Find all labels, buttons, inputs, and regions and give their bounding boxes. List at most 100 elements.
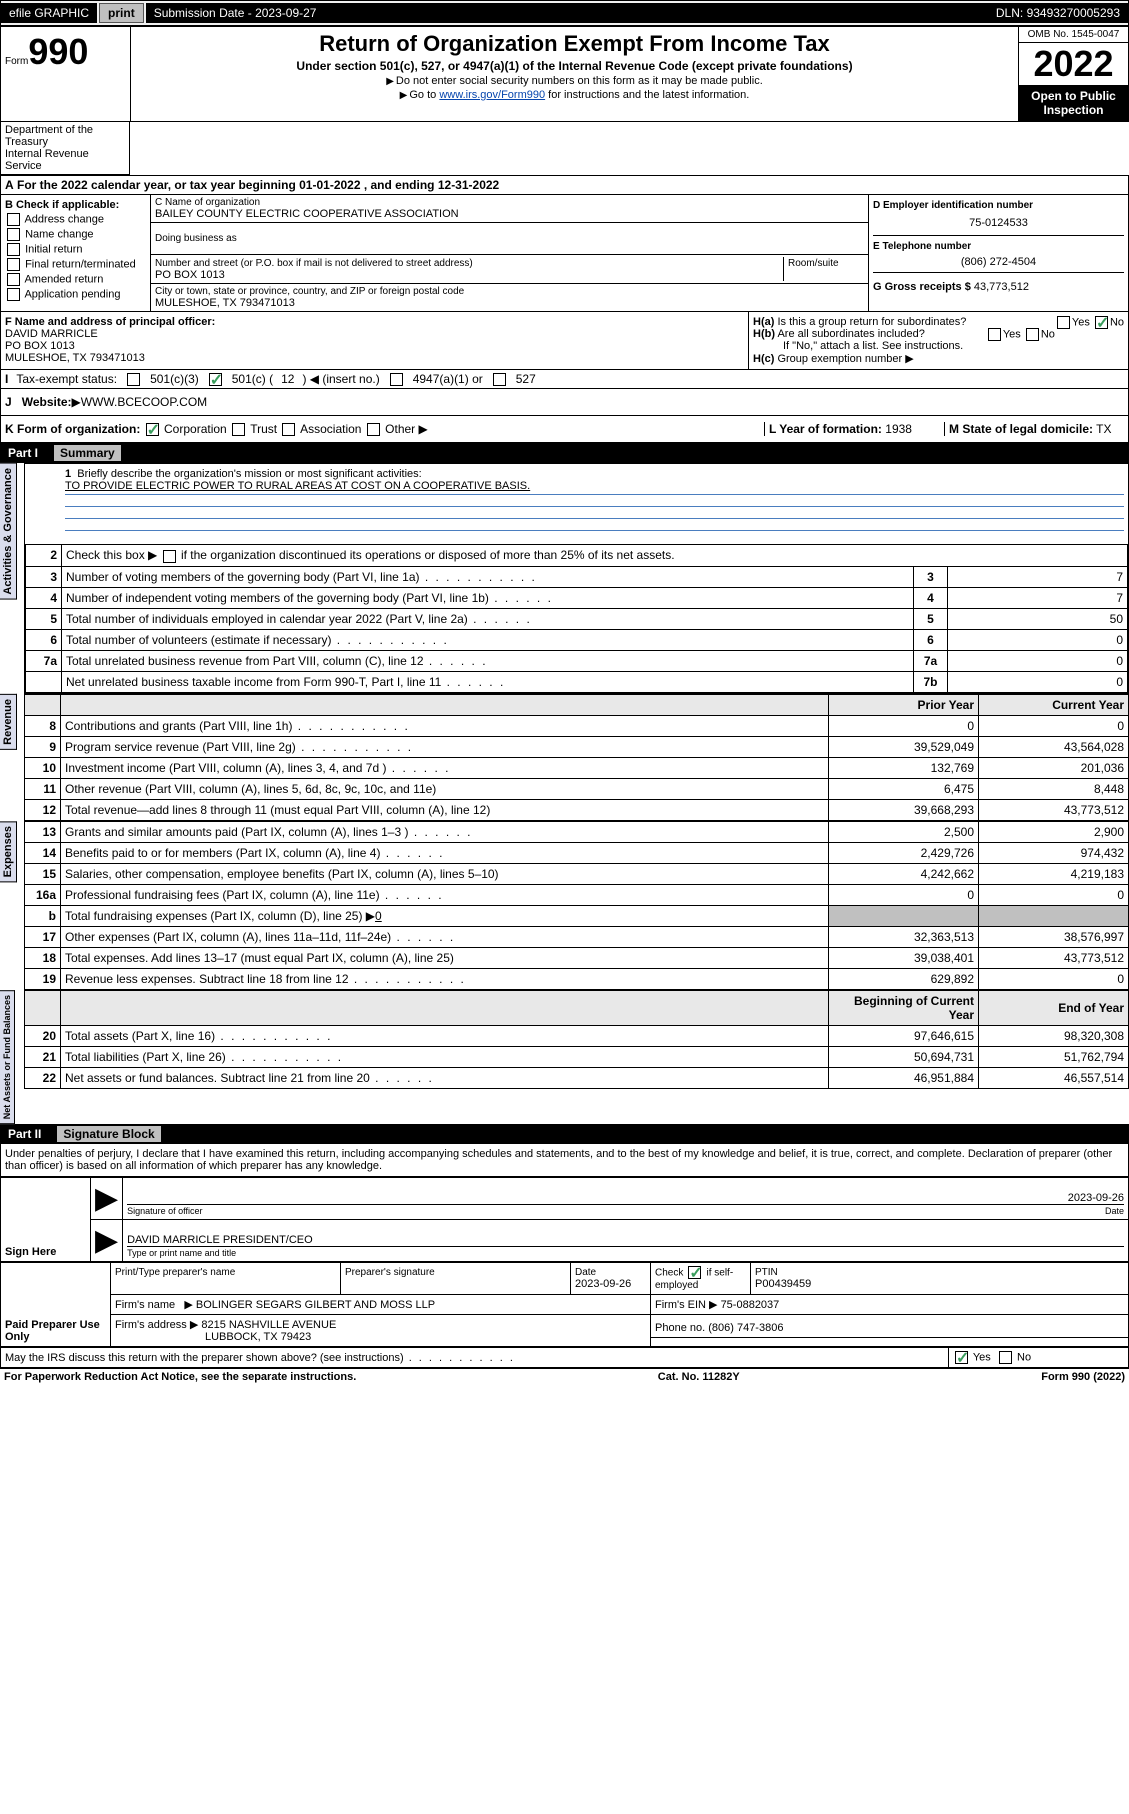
chk-self-employed[interactable] — [688, 1266, 701, 1279]
topbar: efile GRAPHIC print Submission Date - 20… — [0, 0, 1129, 26]
line-22: 22Net assets or fund balances. Subtract … — [25, 1067, 1129, 1088]
line-11: 11Other revenue (Part VIII, column (A), … — [25, 778, 1129, 799]
line-7a: 7aTotal unrelated business revenue from … — [26, 650, 1128, 671]
form-subtitle: Under section 501(c), 527, or 4947(a)(1)… — [135, 59, 1014, 73]
line-16a: 16aProfessional fundraising fees (Part I… — [25, 884, 1129, 905]
net-assets-section: Net Assets or Fund Balances Beginning of… — [0, 990, 1129, 1124]
line-14: 14Benefits paid to or for members (Part … — [25, 842, 1129, 863]
omb: OMB No. 1545-0047 — [1019, 27, 1128, 43]
chk-501c3[interactable] — [127, 373, 140, 386]
header-mid: Return of Organization Exempt From Incom… — [131, 27, 1018, 121]
chk-name-change[interactable]: Name change — [5, 228, 146, 241]
officer-name: DAVID MARRICLE PRESIDENT/CEO — [127, 1234, 313, 1246]
chk-address-change[interactable]: Address change — [5, 213, 146, 226]
signature-intro: Under penalties of perjury, I declare th… — [0, 1144, 1129, 1177]
line-19: 19Revenue less expenses. Subtract line 1… — [25, 968, 1129, 989]
goto-note: Go to www.irs.gov/Form990 for instructio… — [135, 89, 1014, 101]
line-20: 20Total assets (Part X, line 16)97,646,6… — [25, 1025, 1129, 1046]
row-a-tax-year: A For the 2022 calendar year, or tax yea… — [0, 175, 1129, 195]
form-title: Return of Organization Exempt From Incom… — [135, 31, 1014, 57]
street: PO BOX 1013 — [155, 269, 225, 281]
side-revenue: Revenue — [0, 694, 17, 750]
part1-header: Part I Summary — [0, 443, 1129, 463]
chk-trust[interactable] — [232, 423, 245, 436]
hb-no[interactable] — [1026, 328, 1039, 341]
section-i: I Tax-exempt status: 501(c)(3) 501(c) (1… — [0, 370, 1129, 389]
irs-link[interactable]: www.irs.gov/Form990 — [439, 89, 545, 101]
firm-name: BOLINGER SEGARS GILBERT AND MOSS LLP — [196, 1299, 435, 1311]
section-f: F Name and address of principal officer:… — [1, 312, 748, 369]
ha-yes[interactable] — [1057, 316, 1070, 329]
chk-other[interactable] — [367, 423, 380, 436]
revenue-section: Revenue Prior YearCurrent Year 8Contribu… — [0, 694, 1129, 821]
open-public: Open to Public Inspection — [1019, 85, 1128, 121]
side-expenses: Expenses — [0, 821, 17, 882]
line-13: 13Grants and similar amounts paid (Part … — [25, 821, 1129, 842]
ein: 75-0124533 — [873, 217, 1124, 229]
page-footer: For Paperwork Reduction Act Notice, see … — [0, 1368, 1129, 1385]
phone: (806) 272-4504 — [873, 256, 1124, 268]
section-f-h: F Name and address of principal officer:… — [0, 312, 1129, 370]
line-8: 8Contributions and grants (Part VIII, li… — [25, 715, 1129, 736]
side-governance: Activities & Governance — [0, 463, 17, 600]
city: MULESHOE, TX 793471013 — [155, 297, 864, 309]
line-5: 5Total number of individuals employed in… — [26, 608, 1128, 629]
form-number-box: Form990 — [1, 27, 131, 121]
chk-4947[interactable] — [390, 373, 403, 386]
chk-irs-no[interactable] — [999, 1351, 1012, 1364]
section-b: B Check if applicable: Address change Na… — [0, 195, 1129, 312]
chk-501c[interactable] — [209, 373, 222, 386]
section-h: H(a) Is this a group return for subordin… — [748, 312, 1128, 369]
part2-header: Part II Signature Block — [0, 1124, 1129, 1144]
ha-no[interactable] — [1095, 316, 1108, 329]
submission-date: Submission Date - 2023-09-27 — [146, 3, 988, 23]
side-net-assets: Net Assets or Fund Balances — [0, 990, 15, 1124]
form-header: Form990 Return of Organization Exempt Fr… — [0, 26, 1129, 122]
website: WWW.BCECOOP.COM — [81, 395, 207, 409]
gross-receipts: 43,773,512 — [974, 281, 1029, 293]
expenses-section: Expenses 13Grants and similar amounts pa… — [0, 821, 1129, 990]
section-j: J Website: ▶ WWW.BCECOOP.COM — [0, 389, 1129, 416]
hb-yes[interactable] — [988, 328, 1001, 341]
efile-label: efile GRAPHIC — [1, 3, 97, 23]
col-d-e-g: D Employer identification number 75-0124… — [868, 195, 1128, 311]
line-9: 9Program service revenue (Part VIII, lin… — [25, 736, 1129, 757]
sign-here-block: Sign Here ▶ 2023-09-26Signature of offic… — [0, 1177, 1129, 1262]
dept-treasury: Department of the Treasury Internal Reve… — [0, 122, 130, 175]
line-3: 3Number of voting members of the governi… — [26, 566, 1128, 587]
print-button[interactable]: print — [99, 3, 144, 23]
chk-corp[interactable] — [146, 423, 159, 436]
col-b-checkboxes: B Check if applicable: Address change Na… — [1, 195, 151, 311]
line-7b: Net unrelated business taxable income fr… — [26, 671, 1128, 692]
year: 2022 — [1019, 43, 1128, 85]
rev-header: Prior YearCurrent Year — [25, 694, 1129, 715]
year-box: OMB No. 1545-0047 2022 Open to Public In… — [1018, 27, 1128, 121]
section-k: K Form of organization: Corporation Trus… — [0, 416, 1129, 443]
line-15: 15Salaries, other compensation, employee… — [25, 863, 1129, 884]
line-2: 2Check this box ▶ if the organization di… — [26, 545, 1128, 566]
line-17: 17Other expenses (Part IX, column (A), l… — [25, 926, 1129, 947]
col-c-org: C Name of organization BAILEY COUNTY ELE… — [151, 195, 868, 311]
line-10: 10Investment income (Part VIII, column (… — [25, 757, 1129, 778]
line-18: 18Total expenses. Add lines 13–17 (must … — [25, 947, 1129, 968]
net-header: Beginning of Current YearEnd of Year — [25, 990, 1129, 1025]
dln: DLN: 93493270005293 — [988, 3, 1128, 23]
chk-assoc[interactable] — [282, 423, 295, 436]
line-4: 4Number of independent voting members of… — [26, 587, 1128, 608]
org-name: BAILEY COUNTY ELECTRIC COOPERATIVE ASSOC… — [155, 208, 864, 220]
line-21: 21Total liabilities (Part X, line 26)50,… — [25, 1046, 1129, 1067]
governance-section: Activities & Governance 1 Briefly descri… — [0, 463, 1129, 693]
chk-application-pending[interactable]: Application pending — [5, 288, 146, 301]
may-irs-discuss: May the IRS discuss this return with the… — [1, 1347, 1129, 1367]
ssn-note: Do not enter social security numbers on … — [135, 75, 1014, 87]
line-6: 6Total number of volunteers (estimate if… — [26, 629, 1128, 650]
chk-initial-return[interactable]: Initial return — [5, 243, 146, 256]
paid-preparer-block: Paid Preparer Use Only Print/Type prepar… — [0, 1262, 1129, 1347]
line-12: 12Total revenue—add lines 8 through 11 (… — [25, 799, 1129, 820]
line-1: 1 Briefly describe the organization's mi… — [25, 464, 1128, 544]
chk-final-return[interactable]: Final return/terminated — [5, 258, 146, 271]
line-16b: bTotal fundraising expenses (Part IX, co… — [25, 905, 1129, 926]
chk-amended-return[interactable]: Amended return — [5, 273, 146, 286]
chk-irs-yes[interactable] — [955, 1351, 968, 1364]
chk-527[interactable] — [493, 373, 506, 386]
